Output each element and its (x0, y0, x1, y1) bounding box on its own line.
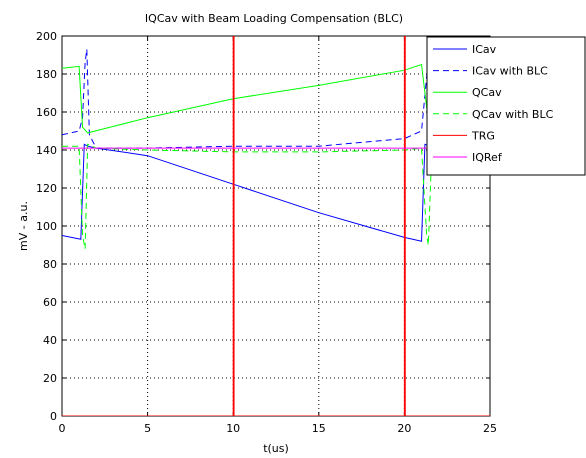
axis-ticks: 0 5 10 15 20 25 0 20 40 60 80 100 120 140 160 180 200 (36, 30, 497, 435)
x-axis-label: t(us) (263, 442, 289, 455)
legend-box (426, 36, 586, 176)
series-line-icav (62, 143, 443, 242)
y-tick-label: 60 (43, 296, 57, 309)
x-tick-label: 10 (226, 422, 240, 435)
x-tick-label: 0 (59, 422, 66, 435)
y-tick-label: 100 (36, 220, 57, 233)
legend-label: TRG (471, 129, 495, 142)
y-tick-label: 140 (36, 144, 57, 157)
legend-label: ICav with BLC (472, 65, 548, 78)
legend-label: ICav (472, 43, 497, 56)
series-line-icav-with-blc (62, 49, 443, 149)
y-axis-label: mV - a.u. (17, 201, 30, 251)
series-line-qcav (62, 63, 443, 134)
legend-label: QCav with BLC (472, 108, 554, 121)
legend: ICav ICav with BLC QCav QCav with BLC TRG IQR… (426, 36, 586, 176)
y-tick-label: 20 (43, 372, 57, 385)
x-tick-label: 5 (144, 422, 151, 435)
x-tick-label: 20 (397, 422, 411, 435)
y-tick-label: 80 (43, 258, 57, 271)
x-tick-label: 25 (483, 422, 497, 435)
series-line-trg (62, 36, 490, 416)
x-tick-label: 15 (312, 422, 326, 435)
y-tick-label: 120 (36, 182, 57, 195)
series-line-qcav-with-blc (62, 143, 443, 249)
grid (62, 36, 490, 416)
y-tick-label: 0 (50, 410, 57, 423)
y-tick-label: 40 (43, 334, 57, 347)
y-tick-label: 180 (36, 68, 57, 81)
chart-title: IQCav with Beam Loading Compensation (BL… (145, 12, 403, 25)
legend-label: QCav (472, 86, 502, 99)
y-tick-label: 200 (36, 30, 57, 43)
y-tick-label: 160 (36, 106, 57, 119)
legend-label: IQRef (472, 151, 503, 164)
